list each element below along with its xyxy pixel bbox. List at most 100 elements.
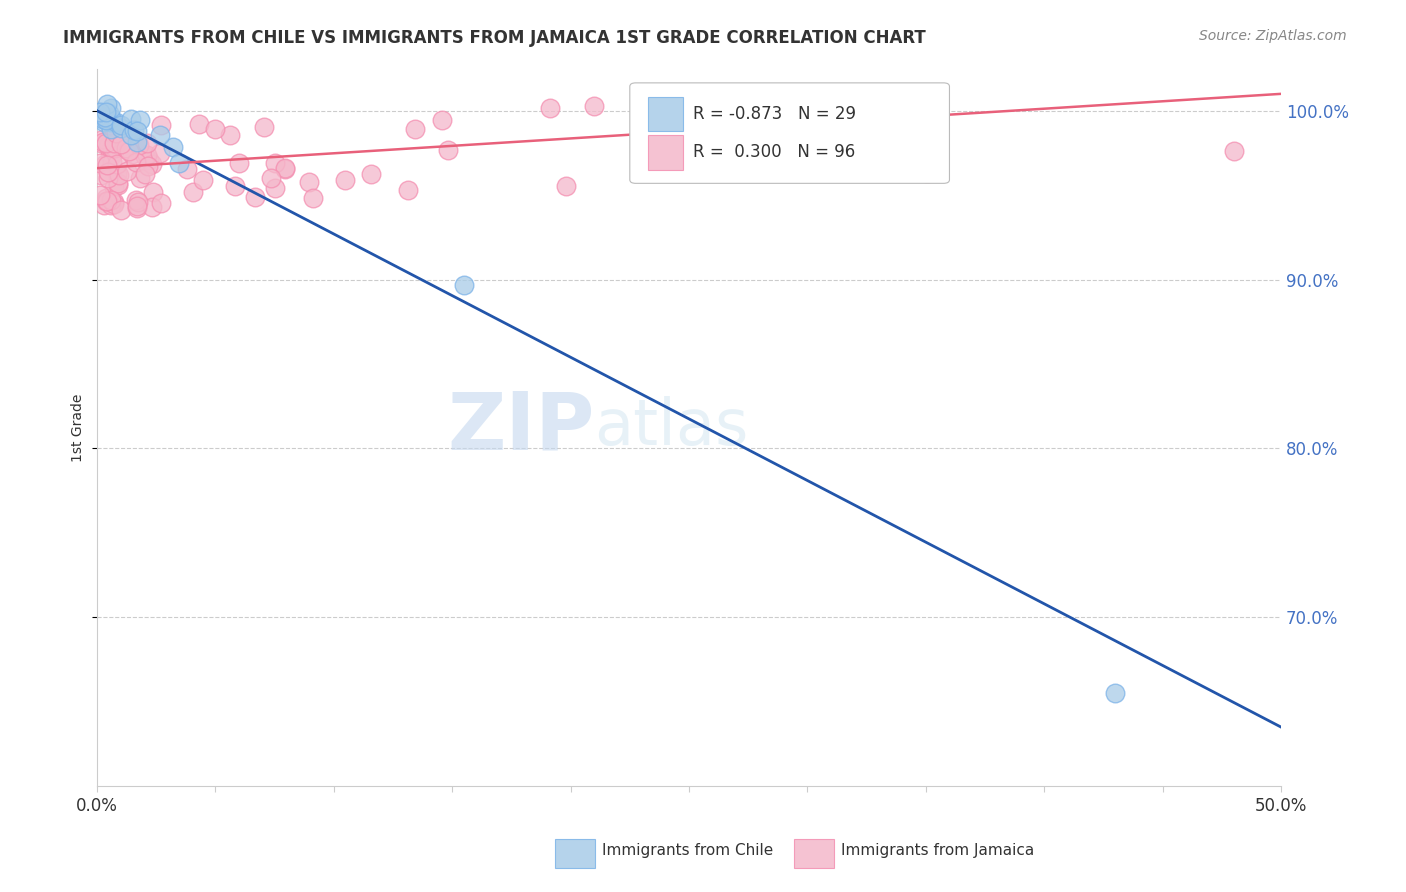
- Point: [437, 143, 460, 157]
- Point: [101, 141, 124, 155]
- Point: [135, 147, 157, 161]
- Point: [94, 113, 117, 128]
- Point: [117, 143, 139, 157]
- Point: [103, 128, 125, 142]
- Point: [104, 126, 127, 140]
- Point: [101, 126, 124, 140]
- Point: [125, 154, 148, 169]
- Point: [97, 106, 120, 120]
- Point: [302, 191, 325, 205]
- Point: [90, 168, 112, 182]
- Point: [110, 121, 132, 136]
- Point: [228, 156, 250, 170]
- Point: [100, 114, 122, 128]
- Point: [396, 183, 419, 197]
- Point: [135, 136, 157, 150]
- Point: [104, 139, 127, 153]
- Point: [97, 165, 120, 179]
- Point: [122, 123, 145, 137]
- Point: [110, 137, 132, 152]
- Point: [100, 101, 122, 115]
- Point: [96, 111, 118, 125]
- Point: [96, 194, 118, 208]
- Point: [98, 148, 121, 162]
- FancyBboxPatch shape: [630, 83, 949, 184]
- Point: [100, 122, 122, 136]
- Point: [100, 155, 122, 169]
- Point: [103, 197, 125, 211]
- Point: [91, 132, 114, 146]
- Point: [108, 168, 131, 182]
- Point: [150, 118, 173, 132]
- Point: [134, 149, 156, 163]
- Point: [101, 129, 124, 144]
- Point: [118, 145, 141, 159]
- Point: [252, 120, 274, 134]
- Point: [125, 135, 148, 149]
- Point: [263, 181, 285, 195]
- Point: [141, 157, 163, 171]
- Point: [127, 194, 149, 209]
- Point: [107, 176, 129, 190]
- Point: [776, 120, 799, 135]
- Point: [134, 167, 156, 181]
- Point: [93, 197, 115, 211]
- Text: Immigrants from Chile: Immigrants from Chile: [602, 843, 773, 857]
- Point: [104, 115, 127, 129]
- Point: [115, 163, 138, 178]
- Point: [94, 105, 117, 120]
- Point: [555, 179, 578, 194]
- Point: [911, 126, 934, 140]
- Point: [101, 148, 124, 162]
- Point: [96, 194, 118, 209]
- Point: [93, 157, 115, 171]
- Point: [96, 96, 118, 111]
- Point: [94, 136, 117, 150]
- Point: [91, 136, 114, 150]
- Point: [274, 161, 297, 176]
- Point: [218, 128, 240, 142]
- Point: [100, 111, 122, 125]
- Point: [89, 187, 111, 202]
- Point: [125, 199, 148, 213]
- Point: [89, 105, 111, 120]
- Point: [96, 111, 118, 125]
- Text: Immigrants from Jamaica: Immigrants from Jamaica: [841, 843, 1033, 857]
- Point: [125, 201, 148, 215]
- Point: [204, 122, 226, 136]
- Point: [128, 171, 150, 186]
- Point: [121, 147, 143, 161]
- Point: [896, 136, 918, 150]
- Point: [191, 173, 214, 187]
- Point: [125, 124, 148, 138]
- Point: [259, 170, 281, 185]
- Point: [582, 98, 605, 112]
- Point: [97, 170, 120, 185]
- Point: [149, 146, 172, 161]
- Point: [103, 180, 125, 194]
- FancyBboxPatch shape: [648, 96, 683, 131]
- Point: [103, 136, 125, 150]
- Point: [96, 134, 118, 148]
- Point: [167, 156, 190, 170]
- Point: [136, 159, 159, 173]
- Point: [94, 191, 117, 205]
- Point: [128, 138, 150, 153]
- Text: ZIP: ZIP: [447, 388, 595, 467]
- Point: [105, 156, 128, 170]
- Point: [333, 173, 356, 187]
- Text: R = -0.873   N = 29: R = -0.873 N = 29: [693, 104, 856, 123]
- Point: [89, 156, 111, 170]
- Point: [97, 138, 120, 153]
- Point: [1222, 144, 1244, 158]
- Point: [430, 113, 453, 128]
- Point: [138, 153, 160, 168]
- Point: [107, 178, 129, 193]
- Point: [120, 112, 142, 126]
- Point: [224, 178, 246, 193]
- FancyBboxPatch shape: [648, 136, 683, 169]
- Point: [453, 277, 475, 292]
- Point: [110, 203, 132, 218]
- Point: [104, 141, 127, 155]
- Point: [187, 117, 209, 131]
